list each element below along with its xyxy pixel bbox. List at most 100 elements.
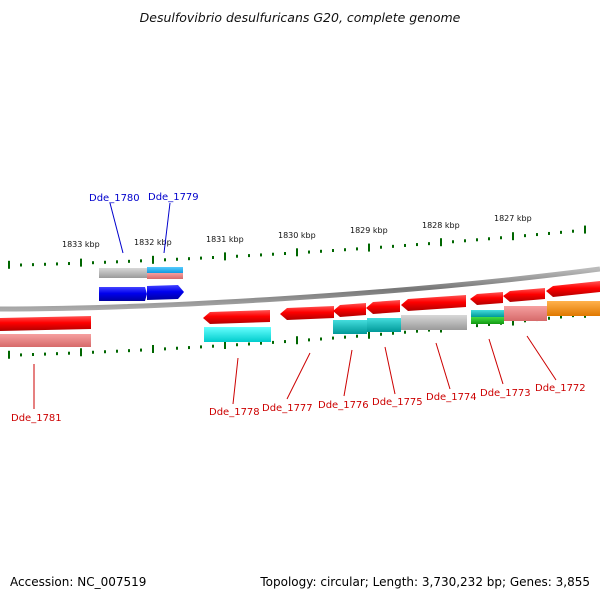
minor-tick bbox=[164, 258, 166, 262]
leader-line-red bbox=[343, 349, 353, 397]
gene-bar-cyan[interactable] bbox=[204, 327, 271, 342]
minor-tick bbox=[476, 238, 478, 242]
gene-bar-orange[interactable] bbox=[547, 301, 600, 316]
minor-tick bbox=[344, 335, 346, 339]
minor-tick bbox=[548, 316, 550, 320]
major-tick bbox=[8, 350, 10, 359]
gene-bar-gray[interactable] bbox=[401, 315, 467, 330]
major-tick bbox=[296, 336, 298, 345]
gene-bar-pink[interactable] bbox=[147, 273, 183, 279]
minor-tick bbox=[428, 328, 430, 332]
gene-label-top: Dde_1780 bbox=[89, 193, 140, 204]
gene-arrow-red[interactable] bbox=[0, 316, 91, 331]
minor-tick bbox=[140, 348, 142, 352]
kbp-label: 1827 kbp bbox=[494, 214, 532, 223]
kbp-label: 1830 kbp bbox=[278, 231, 316, 240]
minor-tick bbox=[260, 253, 262, 257]
minor-tick bbox=[464, 239, 466, 243]
minor-tick bbox=[416, 243, 418, 247]
minor-tick bbox=[572, 229, 574, 233]
leader-line-red bbox=[232, 357, 239, 405]
leader-line-red bbox=[384, 346, 396, 395]
minor-tick bbox=[344, 248, 346, 252]
major-tick bbox=[296, 248, 298, 257]
gene-label-bottom: Dde_1777 bbox=[262, 403, 313, 414]
gene-arrow-red[interactable] bbox=[280, 306, 334, 320]
minor-tick bbox=[392, 331, 394, 335]
major-tick bbox=[512, 317, 514, 326]
major-tick bbox=[224, 252, 226, 261]
minor-tick bbox=[176, 346, 178, 350]
minor-tick bbox=[212, 255, 214, 259]
minor-tick bbox=[188, 257, 190, 261]
minor-tick bbox=[176, 257, 178, 261]
minor-tick bbox=[188, 346, 190, 350]
gene-arrow-red[interactable] bbox=[470, 292, 503, 305]
gene-bar-gray[interactable] bbox=[99, 268, 147, 278]
gene-bar-green[interactable] bbox=[471, 317, 504, 324]
gene-bar-lightblue[interactable] bbox=[147, 267, 183, 273]
kbp-label: 1829 kbp bbox=[350, 226, 388, 235]
gene-label-top: Dde_1779 bbox=[148, 192, 199, 203]
minor-tick bbox=[212, 344, 214, 348]
major-tick bbox=[224, 340, 226, 349]
gene-label-bottom: Dde_1781 bbox=[11, 413, 62, 424]
gene-arrow-red[interactable] bbox=[203, 310, 270, 324]
minor-tick bbox=[128, 349, 130, 353]
gene-label-bottom: Dde_1774 bbox=[426, 392, 477, 403]
minor-tick bbox=[116, 260, 118, 264]
minor-tick bbox=[200, 256, 202, 260]
gene-arrow-red[interactable] bbox=[401, 295, 466, 311]
gene-label-bottom: Dde_1778 bbox=[209, 407, 260, 418]
minor-tick bbox=[140, 259, 142, 263]
major-tick bbox=[440, 238, 442, 247]
minor-tick bbox=[104, 350, 106, 354]
minor-tick bbox=[32, 353, 34, 357]
gene-bar-teal[interactable] bbox=[471, 310, 504, 317]
minor-tick bbox=[32, 263, 34, 267]
leader-line-red bbox=[435, 342, 451, 390]
minor-tick bbox=[92, 350, 94, 354]
minor-tick bbox=[356, 247, 358, 251]
gene-bar-teal[interactable] bbox=[367, 318, 401, 332]
minor-tick bbox=[44, 352, 46, 356]
gene-bar-pink[interactable] bbox=[504, 306, 547, 321]
gene-arrow-red[interactable] bbox=[366, 300, 400, 314]
minor-tick bbox=[248, 342, 250, 346]
minor-tick bbox=[260, 341, 262, 345]
minor-tick bbox=[404, 243, 406, 247]
gene-bar-teal[interactable] bbox=[333, 320, 367, 334]
minor-tick bbox=[164, 347, 166, 351]
gene-arrow-red[interactable] bbox=[546, 281, 600, 297]
minor-tick bbox=[44, 262, 46, 266]
gene-arrow-blue[interactable] bbox=[147, 285, 184, 300]
minor-tick bbox=[308, 338, 310, 342]
genome-title: Desulfovibrio desulfuricans G20, complet… bbox=[139, 10, 461, 25]
minor-tick bbox=[560, 230, 562, 234]
minor-tick bbox=[104, 260, 106, 264]
minor-tick bbox=[116, 349, 118, 353]
genome-stats-text: Topology: circular; Length: 3,730,232 bp… bbox=[260, 575, 590, 589]
outer-tick-track bbox=[8, 225, 586, 269]
minor-tick bbox=[380, 245, 382, 249]
minor-tick bbox=[272, 252, 274, 256]
minor-tick bbox=[332, 249, 334, 253]
minor-tick bbox=[284, 340, 286, 344]
major-tick bbox=[152, 255, 154, 264]
major-tick bbox=[584, 225, 586, 234]
minor-tick bbox=[20, 263, 22, 267]
minor-tick bbox=[428, 242, 430, 246]
gene-arrow-blue[interactable] bbox=[99, 287, 147, 301]
minor-tick bbox=[500, 236, 502, 240]
gene-bar-pink[interactable] bbox=[0, 334, 91, 347]
minor-tick bbox=[92, 261, 94, 265]
minor-tick bbox=[380, 332, 382, 336]
major-tick bbox=[8, 260, 10, 269]
gene-label-bottom: Dde_1772 bbox=[535, 383, 586, 394]
gene-arrow-red[interactable] bbox=[333, 303, 366, 317]
minor-tick bbox=[248, 254, 250, 258]
minor-tick bbox=[56, 262, 58, 266]
gene-arrow-red[interactable] bbox=[503, 288, 545, 302]
minor-tick bbox=[308, 250, 310, 254]
